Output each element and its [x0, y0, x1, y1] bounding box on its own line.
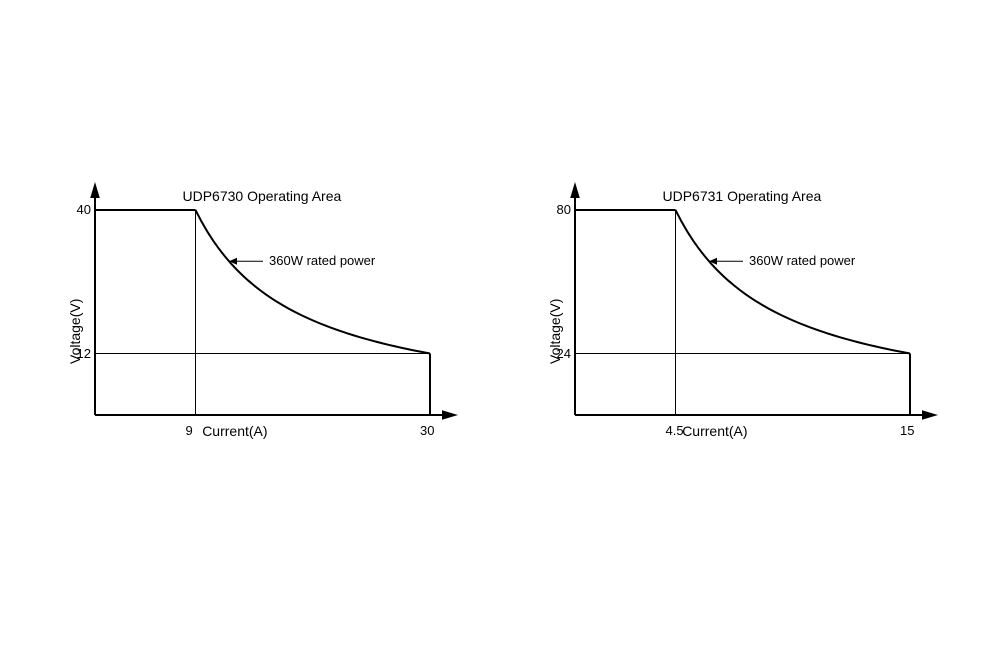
x-tick-4.5: 4.5	[666, 423, 684, 438]
rated-power-annotation: 360W rated power	[269, 253, 375, 268]
page: UDP6730 Operating AreaVoltage(V)Current(…	[0, 0, 1000, 666]
chart-svg	[40, 175, 480, 455]
chart-title: UDP6731 Operating Area	[663, 188, 822, 204]
chart-udp6731: UDP6731 Operating AreaVoltage(V)Current(…	[520, 175, 960, 455]
x-axis-label: Current(A)	[682, 423, 747, 439]
chart-title: UDP6730 Operating Area	[183, 188, 342, 204]
chart-udp6730: UDP6730 Operating AreaVoltage(V)Current(…	[40, 175, 480, 455]
x-tick-30: 30	[420, 423, 434, 438]
y-tick-40: 40	[65, 202, 91, 217]
y-tick-80: 80	[545, 202, 571, 217]
rated-power-annotation: 360W rated power	[749, 253, 855, 268]
chart-svg	[520, 175, 960, 455]
y-tick-24: 24	[545, 346, 571, 361]
x-tick-9: 9	[186, 423, 193, 438]
x-tick-15: 15	[900, 423, 914, 438]
charts-container: UDP6730 Operating AreaVoltage(V)Current(…	[40, 175, 960, 455]
y-tick-12: 12	[65, 346, 91, 361]
x-axis-label: Current(A)	[202, 423, 267, 439]
